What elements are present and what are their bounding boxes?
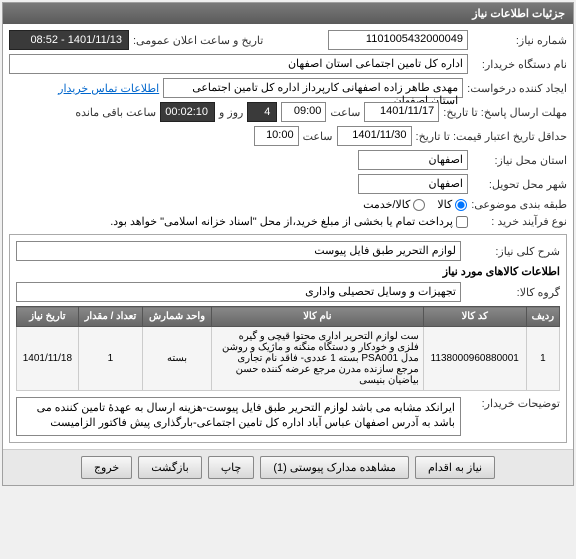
- need-city-value: اصفهان: [358, 150, 468, 170]
- classification-radios: کالا کالا/خدمت: [363, 198, 467, 211]
- exit-button[interactable]: خروج: [81, 456, 132, 479]
- table-header: تاریخ نیاز: [17, 307, 79, 327]
- buttons-bar: نیاز به اقدام مشاهده مدارک پیوستی (1) چا…: [3, 449, 573, 485]
- table-cell: 1: [526, 327, 559, 391]
- general-label: شرح کلی نیاز:: [465, 245, 560, 258]
- radio-goods-label: کالا: [437, 198, 452, 211]
- contact-link[interactable]: اطلاعات تماس خریدار: [58, 82, 159, 95]
- back-button[interactable]: بازگشت: [138, 456, 202, 479]
- validity-time: 10:00: [254, 126, 299, 146]
- print-button[interactable]: چاپ: [208, 456, 255, 479]
- buyer-value: اداره کل تامین اجتماعی استان اصفهان: [9, 54, 468, 74]
- day-label: روز و: [219, 106, 243, 119]
- req-number-value: 1101005432000049: [328, 30, 468, 50]
- req-number-label: شماره نیاز:: [472, 34, 567, 47]
- validity-label: حداقل تاریخ اعتبار قیمت: تا تاریخ:: [416, 130, 567, 143]
- table-cell: 1401/11/18: [17, 327, 79, 391]
- remaining-label: ساعت باقی مانده: [75, 106, 156, 119]
- time-label-1: ساعت: [330, 106, 360, 119]
- items-table: ردیفکد کالانام کالاواحد شمارشتعداد / مقد…: [16, 306, 560, 391]
- table-header: ردیف: [526, 307, 559, 327]
- need-action-button[interactable]: نیاز به اقدام: [415, 456, 495, 479]
- delivery-city-label: شهر محل تحویل:: [472, 178, 567, 191]
- table-header: واحد شمارش: [143, 307, 212, 327]
- table-cell: ست لوازم التحریر اداری محتوا قیچی و گیره…: [211, 327, 423, 391]
- view-attachments-button[interactable]: مشاهده مدارک پیوستی (1): [260, 456, 409, 479]
- panel-title: جزئیات اطلاعات نیاز: [3, 3, 573, 24]
- buyer-notes-label: توضیحات خریدار:: [465, 397, 560, 410]
- radio-service-label: کالا/خدمت: [363, 198, 410, 211]
- process-label: نوع فرآیند خرید :: [472, 215, 567, 228]
- time-label-2: ساعت: [303, 130, 333, 143]
- table-cell: بسته: [143, 327, 212, 391]
- radio-service-input[interactable]: [413, 199, 425, 211]
- radio-service[interactable]: کالا/خدمت: [363, 198, 425, 211]
- table-cell: 1: [78, 327, 142, 391]
- requester-value: مهدی طاهر زاده اصفهانی کارپرداز اداره کل…: [163, 78, 463, 98]
- announce-value: 1401/11/13 - 08:52: [9, 30, 129, 50]
- table-header: تعداد / مقدار: [78, 307, 142, 327]
- delivery-city-value: اصفهان: [358, 174, 468, 194]
- remaining-days: 4: [247, 102, 277, 122]
- need-city-label: استان محل نیاز:: [472, 154, 567, 167]
- deadline-date: 1401/11/17: [364, 102, 439, 122]
- table-header: کد کالا: [423, 307, 526, 327]
- buyer-notes-value: ایرانکد مشابه می باشد لوازم التحریر طبق …: [16, 397, 461, 436]
- deadline-label: مهلت ارسال پاسخ: تا تاریخ:: [443, 106, 567, 119]
- table-header: نام کالا: [211, 307, 423, 327]
- radio-goods[interactable]: کالا: [437, 198, 467, 211]
- general-value: لوازم التحریر طبق فایل پیوست: [16, 241, 461, 261]
- section-title: اطلاعات کالاهای مورد نیاز: [16, 265, 560, 278]
- process-note: پرداخت تمام یا بخشی از مبلغ خرید،از محل …: [110, 215, 453, 228]
- announce-label: تاریخ و ساعت اعلان عمومی:: [133, 34, 263, 47]
- detail-fieldset: شرح کلی نیاز: لوازم التحریر طبق فایل پیو…: [9, 234, 567, 443]
- process-checkbox-input[interactable]: [456, 216, 468, 228]
- group-value: تجهیزات و وسایل تحصیلی واداری: [16, 282, 461, 302]
- requester-label: ایجاد کننده درخواست:: [467, 82, 567, 95]
- table-cell: 1138000960880001: [423, 327, 526, 391]
- classification-label: طبقه بندی موضوعی:: [471, 198, 567, 211]
- buyer-label: نام دستگاه خریدار:: [472, 58, 567, 71]
- process-checkbox[interactable]: پرداخت تمام یا بخشی از مبلغ خرید،از محل …: [110, 215, 468, 228]
- radio-goods-input[interactable]: [455, 199, 467, 211]
- validity-date: 1401/11/30: [337, 126, 412, 146]
- remaining-time: 00:02:10: [160, 102, 215, 122]
- group-label: گروه کالا:: [465, 286, 560, 299]
- table-row: 11138000960880001ست لوازم التحریر اداری …: [17, 327, 560, 391]
- deadline-time: 09:00: [281, 102, 326, 122]
